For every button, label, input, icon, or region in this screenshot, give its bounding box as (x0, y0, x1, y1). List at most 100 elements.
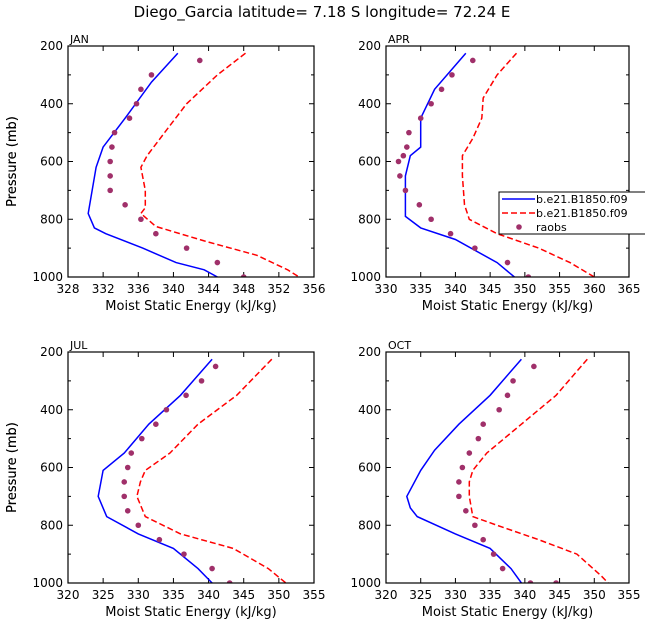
raobs-point (135, 522, 142, 529)
x-tick-label: 340 (197, 588, 220, 602)
series-line-dashed (136, 358, 287, 583)
x-tick-label: 350 (267, 588, 290, 602)
raobs-point (107, 173, 113, 179)
y-tick-label: 800 (40, 212, 63, 226)
panel-series (405, 358, 609, 583)
y-tick-label: 800 (358, 212, 381, 226)
raobs-point (400, 152, 407, 159)
x-tick-label: 345 (232, 588, 255, 602)
raobs-point (148, 72, 155, 78)
raobs-point (397, 173, 403, 179)
x-tick-label: 345 (548, 588, 571, 602)
raobs-point (417, 115, 424, 121)
raobs-point (138, 216, 144, 223)
raobs-point (404, 144, 410, 150)
figure-title: Diego_Garcia latitude= 7.18 S longitude=… (134, 3, 511, 22)
y-tick-label: 1000 (350, 270, 381, 284)
raobs-point (198, 378, 205, 384)
raobs-point (109, 144, 115, 150)
raobs-point (504, 259, 511, 266)
y-tick-label: 400 (358, 403, 381, 417)
x-tick-label: 340 (162, 282, 185, 296)
raobs-point (124, 508, 131, 514)
raobs-point (153, 230, 159, 237)
y-tick-label: 1000 (32, 270, 63, 284)
x-tick-label: 335 (162, 588, 185, 602)
y-tick-label: 600 (40, 461, 63, 475)
x-tick-label: 330 (375, 282, 398, 296)
x-tick-label: 335 (479, 588, 502, 602)
raobs-point (472, 522, 478, 529)
x-tick-label: 330 (127, 588, 150, 602)
raobs-point (456, 479, 462, 485)
panel-series (97, 358, 287, 583)
y-tick-label: 800 (40, 518, 63, 532)
x-tick-label: 345 (479, 282, 502, 296)
raobs-point (466, 450, 473, 456)
raobs-point (107, 158, 113, 165)
raobs-point (128, 450, 135, 456)
raobs-point (438, 86, 445, 93)
x-axis-label: Moist Static Energy (kJ/kg) (105, 605, 276, 620)
y-tick-label: 400 (40, 403, 63, 417)
x-tick-label: 340 (444, 282, 467, 296)
y-tick-label: 600 (358, 155, 381, 169)
raobs-point (196, 57, 203, 64)
raobs-point (496, 406, 502, 413)
raobs-point (459, 464, 466, 471)
panels: 328 332 336 340 344 348 352 356 200 400 600 800 1000… (5, 33, 640, 620)
y-tick-label: 600 (40, 155, 63, 169)
panel-apr: 330 335 340 345 350 355 360 365 200 400 600 800 1000… (5, 33, 640, 314)
raobs-point (510, 378, 516, 384)
y-tick-label: 400 (40, 97, 63, 111)
panel-series (87, 52, 300, 277)
y-axis-label: Pressure (mb) (5, 422, 20, 513)
y-tick-label: 400 (358, 97, 381, 111)
x-tick-label: 340 (513, 588, 536, 602)
legend-label: raobs (536, 221, 567, 234)
y-axis-label: Pressure (mb) (5, 116, 20, 207)
raobs-point (107, 187, 113, 194)
raobs-point (126, 115, 133, 121)
panel-label: JUL (69, 339, 88, 352)
raobs-point (111, 129, 118, 136)
y-axis-label: Pressure (mb) (5, 116, 20, 207)
series-line-dashed (468, 358, 609, 583)
raobs-point (447, 230, 454, 237)
panel-label: APR (388, 33, 410, 46)
panel-label: JAN (69, 33, 89, 46)
raobs-point (480, 421, 487, 427)
raobs-point (133, 100, 140, 107)
legend-label: b.e21.B1850.f09 (536, 193, 628, 206)
y-tick-label: 1000 (350, 576, 381, 590)
x-tick-label: 320 (57, 588, 80, 602)
raobs-point (504, 392, 511, 399)
raobs-point (480, 536, 487, 543)
raobs-point (472, 245, 478, 251)
x-tick-label: 355 (303, 588, 326, 602)
raobs-point (475, 435, 482, 442)
x-tick-label: 348 (232, 282, 255, 296)
raobs-point (163, 406, 170, 413)
panel-jan: 328 332 336 340 344 348 352 356 200 400 600 800 1000… (5, 33, 325, 314)
y-axis-label: Pressure (mb) (5, 422, 20, 513)
panel-jul: 320 325 330 335 340 345 350 355 200 400 600 800 1000… (5, 339, 325, 620)
y-tick-label: 1000 (32, 576, 63, 590)
raobs-point (416, 202, 423, 208)
raobs-point (499, 565, 506, 572)
y-tick-label: 200 (358, 39, 381, 53)
x-tick-label: 336 (127, 282, 150, 296)
x-tick-label: 355 (548, 282, 571, 296)
x-axis-label: Moist Static Energy (kJ/kg) (105, 299, 276, 314)
raobs-point (183, 392, 189, 399)
raobs-point (428, 216, 434, 223)
plot-frame (385, 45, 630, 278)
raobs-point (402, 187, 409, 194)
panel-label: OCT (388, 339, 411, 352)
x-tick-label: 350 (583, 588, 606, 602)
y-tick-label: 200 (40, 39, 63, 53)
series-line-solid (97, 358, 213, 583)
raobs-point (156, 536, 163, 543)
x-tick-label: 344 (197, 282, 220, 296)
